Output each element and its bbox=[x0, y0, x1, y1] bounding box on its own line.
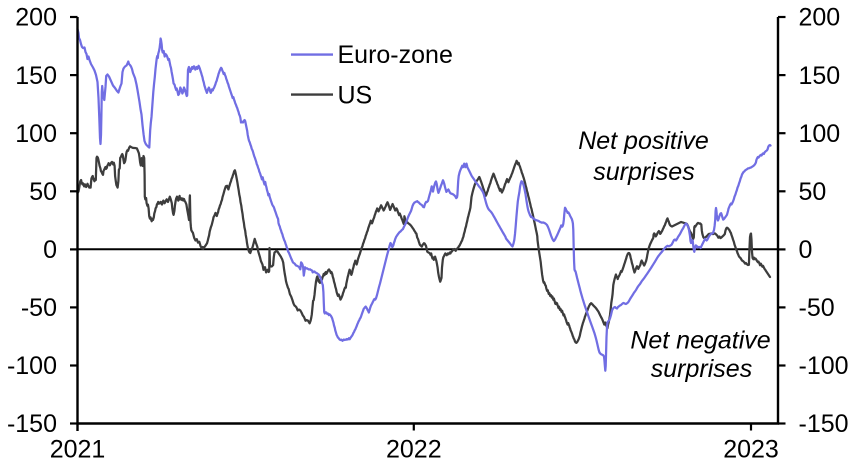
svg-text:150: 150 bbox=[15, 62, 57, 90]
svg-text:200: 200 bbox=[15, 4, 57, 32]
svg-text:Net negative: Net negative bbox=[630, 327, 770, 355]
svg-text:2023: 2023 bbox=[723, 436, 779, 464]
svg-text:-100: -100 bbox=[7, 352, 57, 380]
svg-text:0: 0 bbox=[799, 236, 813, 264]
svg-text:-150: -150 bbox=[799, 410, 849, 438]
svg-text:-50: -50 bbox=[21, 294, 57, 322]
svg-text:150: 150 bbox=[799, 62, 841, 90]
svg-text:surprises: surprises bbox=[593, 158, 694, 186]
svg-text:0: 0 bbox=[43, 236, 57, 264]
svg-text:2022: 2022 bbox=[386, 436, 442, 464]
svg-text:-150: -150 bbox=[7, 410, 57, 438]
svg-text:200: 200 bbox=[799, 4, 841, 32]
svg-text:surprises: surprises bbox=[651, 355, 752, 383]
svg-text:US: US bbox=[338, 82, 373, 110]
svg-text:-50: -50 bbox=[799, 294, 835, 322]
svg-text:50: 50 bbox=[29, 178, 57, 206]
svg-text:50: 50 bbox=[799, 178, 827, 206]
svg-text:Net positive: Net positive bbox=[578, 127, 709, 155]
svg-text:-100: -100 bbox=[799, 352, 849, 380]
svg-text:2021: 2021 bbox=[50, 436, 106, 464]
svg-text:100: 100 bbox=[15, 120, 57, 148]
svg-text:Euro-zone: Euro-zone bbox=[338, 41, 453, 69]
svg-text:100: 100 bbox=[799, 120, 841, 148]
